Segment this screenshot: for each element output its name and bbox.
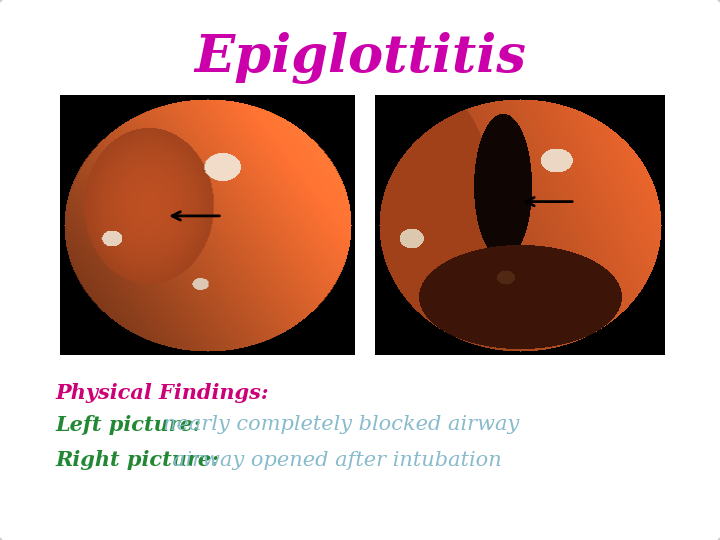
Text: Epiglottitis: Epiglottitis — [194, 32, 526, 84]
Text: Physical Findings:: Physical Findings: — [55, 383, 269, 403]
Text: nearly completely blocked airway: nearly completely blocked airway — [163, 415, 519, 435]
Text: airway opened after intubation: airway opened after intubation — [173, 450, 502, 469]
Text: Left picture:: Left picture: — [55, 415, 208, 435]
Text: Right picture:: Right picture: — [55, 450, 226, 470]
